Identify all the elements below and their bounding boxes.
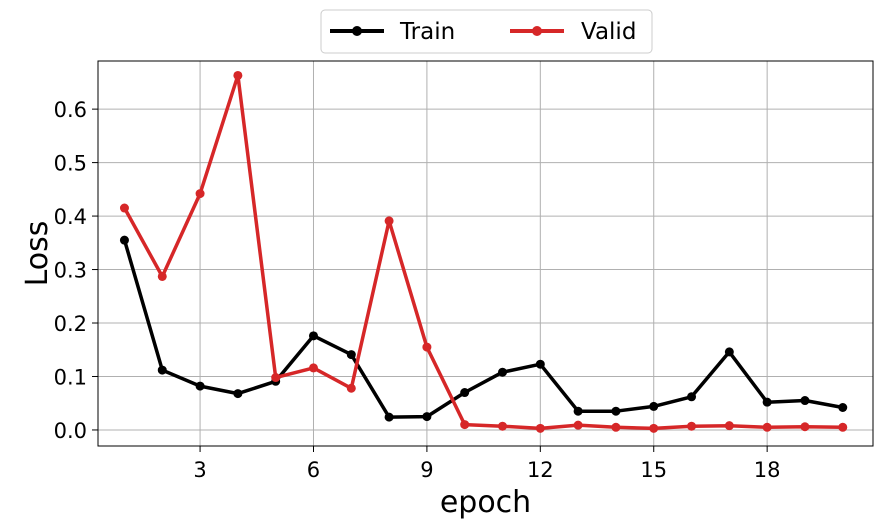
plot-frame [97, 60, 874, 447]
data-point-valid [195, 189, 205, 199]
data-point-valid [157, 271, 167, 281]
data-point-train [838, 403, 848, 412]
data-point-valid [762, 422, 772, 432]
data-point-valid [498, 421, 508, 431]
data-point-train [611, 406, 621, 416]
legend-label-train: Train [399, 19, 455, 45]
y-tick-label: 0.2 [54, 312, 87, 336]
y-tick-label: 0.0 [54, 419, 87, 443]
x-tick-label: 15 [640, 458, 667, 482]
x-tick-label: 9 [420, 458, 433, 482]
data-point-train [157, 365, 167, 375]
data-point-valid [308, 363, 318, 373]
x-tick-label: 6 [307, 458, 320, 482]
y-axis-title: Loss [20, 221, 55, 287]
y-tick-label: 0.1 [54, 365, 87, 389]
data-point-train [535, 359, 545, 369]
x-axis-title: epoch [440, 485, 531, 520]
data-point-valid [649, 423, 659, 433]
data-point-valid [460, 420, 470, 430]
data-point-train [460, 388, 470, 398]
data-point-valid [384, 216, 394, 226]
grid-lines [98, 61, 873, 446]
data-point-valid [233, 70, 243, 80]
data-point-valid [535, 423, 545, 433]
data-point-valid [271, 373, 281, 383]
data-point-train [308, 331, 318, 341]
data-point-train [195, 381, 205, 391]
series-line-train [122, 238, 845, 419]
data-point-train [422, 412, 432, 422]
y-tick-label: 0.4 [54, 205, 87, 229]
y-tick-label: 0.3 [54, 259, 87, 283]
data-point-train [649, 401, 659, 411]
data-point-train [762, 397, 772, 407]
x-tick-label: 3 [193, 458, 206, 482]
y-axis-ticks: 0.0 0.1 0.2 0.3 0.4 0.5 0.6 [54, 98, 98, 443]
data-point-train [119, 235, 129, 245]
x-axis-ticks: 3 6 9 12 15 18 [193, 446, 781, 482]
series-line-valid [122, 73, 845, 431]
data-point-train [687, 392, 697, 402]
data-point-train [498, 367, 508, 377]
data-point-train [346, 350, 356, 360]
data-point-train [233, 389, 243, 399]
data-point-valid [800, 422, 810, 432]
x-tick-label: 12 [527, 458, 554, 482]
y-tick-label: 0.5 [54, 152, 87, 176]
legend-marker-train [352, 26, 362, 36]
legend-marker-valid [532, 26, 542, 36]
data-point-train [724, 347, 734, 357]
legend-box [320, 9, 653, 54]
data-point-valid [724, 421, 734, 431]
data-point-valid [611, 422, 621, 432]
legend-label-valid: Valid [581, 19, 636, 45]
data-point-valid [573, 420, 583, 430]
data-point-train [384, 412, 394, 422]
x-tick-label: 18 [754, 458, 781, 482]
data-point-valid [838, 422, 848, 432]
series-layer [119, 70, 848, 433]
data-point-train [800, 396, 810, 406]
data-point-valid [687, 421, 697, 431]
data-point-valid [119, 203, 129, 213]
data-point-train [573, 406, 583, 416]
data-point-valid [422, 342, 432, 352]
y-tick-label: 0.6 [54, 98, 87, 122]
data-point-valid [346, 383, 356, 393]
legend: Train Valid [320, 9, 653, 54]
